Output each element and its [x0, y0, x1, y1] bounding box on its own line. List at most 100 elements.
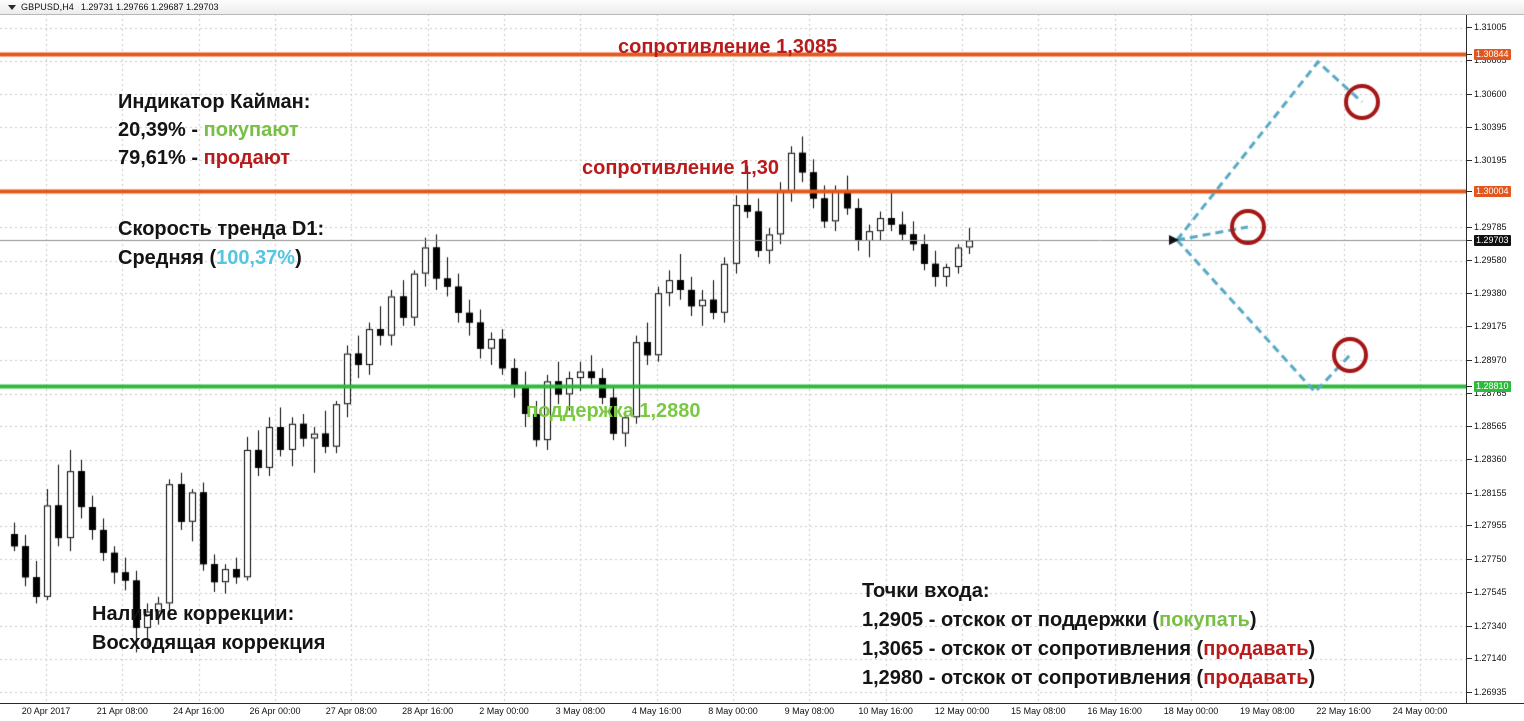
time-tick-label: 28 Apr 16:00 — [402, 706, 454, 716]
kaiman-buy-row: 20,39% - покупают — [118, 116, 310, 144]
price-tick-label: 1.29580 — [1474, 255, 1507, 266]
resistance-1-label: сопротивление 1,3085 — [618, 36, 838, 58]
kaiman-buy-word: покупают — [203, 119, 299, 141]
resistance-2-label: сопротивление 1,30 — [582, 157, 780, 179]
price-tick-label: 1.28970 — [1474, 354, 1507, 365]
price-tick-label: 1.27750 — [1474, 553, 1507, 564]
price-tick-dash — [1467, 425, 1472, 427]
price-tick: 1.29175 — [1467, 321, 1524, 332]
price-tick-label: 1.30805 — [1474, 55, 1507, 66]
entry-point-action: продавать — [1203, 667, 1309, 689]
price-tick-label: 1.30600 — [1474, 88, 1507, 99]
entry-point-action: покупать — [1159, 609, 1250, 631]
price-tick-label: 1.28765 — [1474, 388, 1507, 399]
price-tick-dash — [1467, 525, 1472, 527]
price-tick-label: 1.30195 — [1474, 154, 1507, 165]
trend-speed-pct: 100,37% — [216, 247, 296, 269]
time-tick-label: 19 May 08:00 — [1240, 706, 1295, 716]
time-tick-label: 8 May 00:00 — [708, 706, 758, 716]
entry-points-rows: 1,2905 - отскок от поддержки (покупать) 1… — [862, 606, 1315, 693]
time-tick-label: 24 May 00:00 — [1392, 706, 1448, 716]
price-tick: 1.29580 — [1467, 255, 1524, 266]
trend-speed-suffix: ) — [295, 247, 302, 269]
entry-point-text: - отскок от сопротивления ( — [923, 638, 1204, 660]
trend-speed-annotation: Скорость тренда D1: Средняя (100,37%) — [118, 215, 324, 273]
correction-value: Восходящая коррекция — [92, 632, 326, 654]
price-tick-dash — [1467, 492, 1472, 494]
entry-point-text: - отскок от сопротивления ( — [923, 667, 1204, 689]
time-tick-label: 24 Apr 16:00 — [173, 706, 225, 716]
price-tick: 1.28810 — [1467, 380, 1524, 392]
price-tick-label: 1.30395 — [1474, 121, 1507, 132]
price-tick-label: 1.28360 — [1474, 454, 1507, 465]
price-tick-label: 1.29785 — [1474, 221, 1507, 232]
price-tick-dash — [1467, 93, 1472, 95]
price-tick: 1.27545 — [1467, 587, 1524, 598]
kaiman-indicator-annotation: Индикатор Кайман: 20,39% - покупают 79,6… — [118, 88, 310, 172]
time-tick-label: 12 May 00:00 — [934, 706, 990, 716]
price-tick: 1.30004 — [1467, 185, 1524, 197]
entry-point-row: 1,2980 - отскок от сопротивления (продав… — [862, 664, 1315, 693]
entry-point-close: ) — [1308, 667, 1316, 689]
time-tick-label: 20 Apr 2017 — [21, 706, 71, 716]
time-tick-label: 4 May 16:00 — [631, 706, 682, 716]
price-tick: 1.27955 — [1467, 520, 1524, 531]
kaiman-sell-pct: 79,61% — [118, 147, 186, 169]
price-tick: 1.30805 — [1467, 55, 1524, 66]
price-tick-label: 1.27340 — [1474, 620, 1507, 631]
price-tick-dash — [1467, 27, 1472, 29]
candlestick-canvas[interactable] — [0, 14, 1466, 703]
entry-point-price: 1,3065 — [862, 638, 924, 660]
correction-heading: Наличие коррекции: — [92, 603, 295, 625]
kaiman-buy-pct: 20,39% — [118, 119, 186, 141]
time-tick-label: 10 May 16:00 — [858, 706, 913, 716]
chart-plot-area[interactable] — [0, 14, 1466, 703]
price-tick-label: 1.29175 — [1474, 321, 1507, 332]
price-tick: 1.28565 — [1467, 421, 1524, 432]
price-tick-label: 1.31005 — [1474, 22, 1507, 33]
entry-points-annotation: Точки входа: 1,2905 - отскок от поддержк… — [862, 577, 1315, 693]
entry-point-close: ) — [1308, 638, 1316, 660]
price-tick-dash — [1467, 226, 1472, 228]
price-tick-label: 1.27955 — [1474, 520, 1507, 531]
price-tick-label: 1.29703 — [1474, 234, 1511, 246]
price-tick-dash — [1467, 459, 1472, 461]
kaiman-sell-row: 79,61% - продают — [118, 144, 310, 172]
chart-ohlc-values: 1.29731 1.29766 1.29687 1.29703 — [80, 2, 219, 12]
price-tick-dash — [1467, 53, 1472, 55]
support-label: поддержка 1,2880 — [526, 400, 701, 422]
time-tick-label: 3 May 08:00 — [555, 706, 606, 716]
price-tick: 1.26935 — [1467, 687, 1524, 698]
price-tick-dash — [1467, 292, 1472, 294]
price-tick-dash — [1467, 558, 1472, 560]
price-tick-dash — [1467, 625, 1472, 627]
price-tick: 1.28155 — [1467, 488, 1524, 499]
price-tick: 1.29380 — [1467, 288, 1524, 299]
price-tick: 1.27140 — [1467, 653, 1524, 664]
time-tick-label: 27 Apr 08:00 — [325, 706, 377, 716]
trend-speed-heading: Скорость тренда D1: — [118, 218, 325, 240]
time-tick-label: 26 Apr 00:00 — [249, 706, 301, 716]
entry-point-price: 1,2905 — [862, 609, 924, 631]
price-tick: 1.30195 — [1467, 155, 1524, 166]
kaiman-heading: Индикатор Кайман: — [118, 91, 311, 113]
kaiman-sell-word: продают — [203, 147, 291, 169]
price-tick: 1.27340 — [1467, 621, 1524, 632]
time-tick-label: 18 May 00:00 — [1163, 706, 1219, 716]
price-tick: 1.31005 — [1467, 22, 1524, 33]
price-tick-dash — [1467, 60, 1472, 62]
price-tick-dash — [1467, 326, 1472, 328]
entry-point-row: 1,2905 - отскок от поддержки (покупать) — [862, 606, 1315, 635]
trend-speed-prefix: Средняя ( — [118, 247, 217, 269]
triangle-down-icon[interactable] — [8, 4, 16, 10]
time-axis[interactable]: 20 Apr 2017 21 Apr 08:00 24 Apr 16:00 26 Ap… — [0, 703, 1524, 721]
price-tick-dash — [1467, 260, 1472, 262]
price-tick-dash — [1467, 691, 1472, 693]
kaiman-buy-sep: - — [185, 119, 204, 141]
trend-speed-value-row: Средняя (100,37%) — [118, 244, 324, 273]
price-tick-dash — [1467, 592, 1472, 594]
price-axis[interactable]: 1.31005 1.30844 1.30805 1.30600 1.30395 1.301… — [1466, 14, 1524, 703]
price-tick-label: 1.27140 — [1474, 653, 1507, 664]
price-tick-dash — [1467, 385, 1472, 387]
